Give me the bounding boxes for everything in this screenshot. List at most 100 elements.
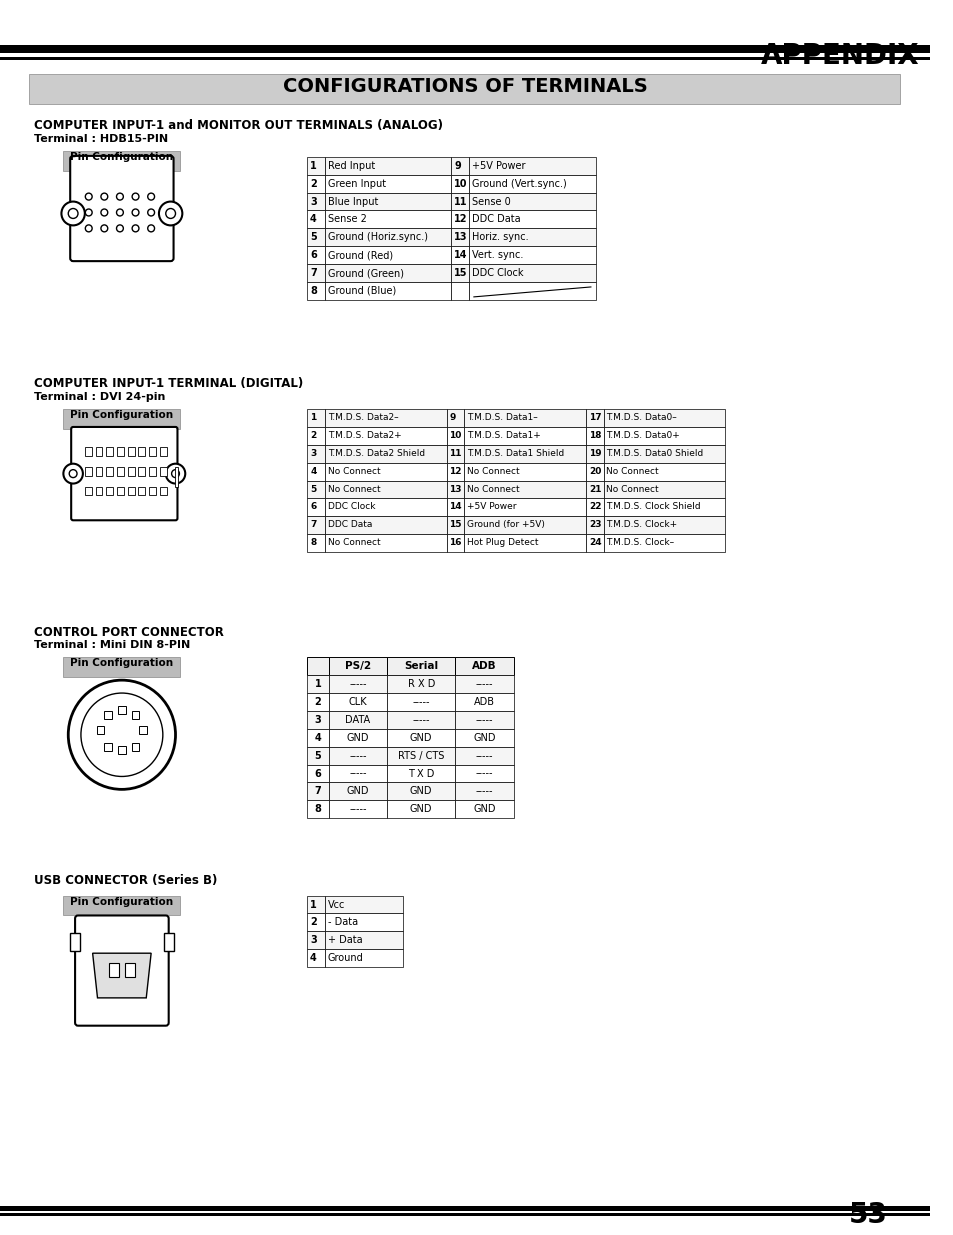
Bar bbox=[125, 963, 134, 977]
Bar bbox=[387, 729, 455, 747]
Text: 18: 18 bbox=[588, 431, 600, 440]
FancyBboxPatch shape bbox=[71, 427, 177, 520]
Bar bbox=[85, 467, 91, 475]
Bar bbox=[104, 711, 112, 719]
Text: T.M.D.S. Clock+: T.M.D.S. Clock+ bbox=[606, 520, 677, 530]
Bar bbox=[324, 499, 446, 516]
Text: 3: 3 bbox=[310, 935, 316, 945]
Text: Ground (Blue): Ground (Blue) bbox=[327, 287, 395, 296]
Bar bbox=[128, 487, 134, 495]
Bar bbox=[328, 783, 387, 800]
Bar bbox=[138, 487, 145, 495]
Bar bbox=[307, 914, 324, 931]
Text: 17: 17 bbox=[588, 412, 601, 422]
Text: -----: ----- bbox=[476, 679, 493, 689]
Text: 9: 9 bbox=[454, 161, 460, 170]
Circle shape bbox=[116, 209, 123, 216]
Bar bbox=[95, 467, 102, 475]
Text: 9: 9 bbox=[449, 412, 456, 422]
Bar bbox=[132, 711, 139, 719]
Text: 13: 13 bbox=[454, 232, 467, 242]
Text: 4: 4 bbox=[310, 215, 316, 225]
Text: 12: 12 bbox=[454, 215, 467, 225]
Text: Pin Configuration: Pin Configuration bbox=[71, 658, 173, 668]
Bar bbox=[585, 409, 603, 427]
Text: 8: 8 bbox=[314, 804, 321, 814]
Text: Ground (Vert.sync.): Ground (Vert.sync.) bbox=[472, 179, 566, 189]
Bar bbox=[469, 282, 596, 300]
Bar bbox=[0, 57, 929, 59]
Bar bbox=[469, 193, 596, 210]
Bar bbox=[324, 445, 446, 463]
Bar bbox=[324, 895, 402, 914]
Bar bbox=[307, 193, 324, 210]
Text: PS/2: PS/2 bbox=[344, 661, 371, 672]
Bar bbox=[446, 535, 464, 552]
Bar bbox=[307, 463, 324, 480]
Bar bbox=[0, 1207, 929, 1212]
Bar bbox=[324, 157, 451, 175]
Bar bbox=[455, 711, 514, 729]
Bar bbox=[132, 742, 139, 751]
Text: COMPUTER INPUT-1 and MONITOR OUT TERMINALS (ANALOG): COMPUTER INPUT-1 and MONITOR OUT TERMINA… bbox=[34, 119, 442, 132]
Bar bbox=[324, 480, 446, 499]
Circle shape bbox=[70, 469, 77, 478]
Bar bbox=[307, 783, 328, 800]
Text: CONTROL PORT CONNECTOR: CONTROL PORT CONNECTOR bbox=[34, 626, 224, 638]
Bar bbox=[63, 151, 180, 170]
Text: T.M.D.S. Data0–: T.M.D.S. Data0– bbox=[606, 412, 677, 422]
Text: T.M.D.S. Data2+: T.M.D.S. Data2+ bbox=[327, 431, 401, 440]
Bar bbox=[307, 264, 324, 282]
Text: Vcc: Vcc bbox=[327, 899, 345, 910]
Bar bbox=[603, 535, 724, 552]
Circle shape bbox=[132, 225, 139, 232]
Bar bbox=[160, 467, 167, 475]
Bar bbox=[464, 499, 585, 516]
Bar bbox=[328, 693, 387, 711]
Bar bbox=[455, 693, 514, 711]
Circle shape bbox=[101, 193, 108, 200]
Bar bbox=[387, 676, 455, 693]
Bar bbox=[149, 487, 156, 495]
Bar bbox=[455, 657, 514, 676]
Text: 12: 12 bbox=[449, 467, 461, 475]
Text: No Connect: No Connect bbox=[606, 484, 659, 494]
Bar bbox=[446, 499, 464, 516]
Text: Horiz. sync.: Horiz. sync. bbox=[472, 232, 528, 242]
Bar bbox=[307, 535, 324, 552]
Bar bbox=[469, 157, 596, 175]
Bar bbox=[464, 427, 585, 445]
Text: 4: 4 bbox=[310, 467, 316, 475]
Text: 7: 7 bbox=[310, 268, 316, 278]
Bar bbox=[585, 427, 603, 445]
Bar bbox=[585, 516, 603, 535]
Bar bbox=[328, 747, 387, 764]
Bar bbox=[469, 246, 596, 264]
Bar bbox=[307, 175, 324, 193]
Circle shape bbox=[148, 225, 154, 232]
Bar bbox=[464, 463, 585, 480]
Bar bbox=[451, 157, 469, 175]
Bar bbox=[307, 445, 324, 463]
Bar bbox=[149, 447, 156, 456]
Bar bbox=[117, 447, 124, 456]
Circle shape bbox=[81, 693, 163, 777]
Circle shape bbox=[69, 209, 78, 219]
Circle shape bbox=[85, 209, 92, 216]
Bar bbox=[464, 535, 585, 552]
Text: GND: GND bbox=[410, 787, 432, 797]
Bar bbox=[307, 729, 328, 747]
Circle shape bbox=[132, 193, 139, 200]
Circle shape bbox=[63, 463, 83, 484]
Text: No Connect: No Connect bbox=[467, 467, 519, 475]
Bar bbox=[603, 516, 724, 535]
Bar bbox=[455, 729, 514, 747]
Text: GND: GND bbox=[410, 804, 432, 814]
Text: Sense 2: Sense 2 bbox=[327, 215, 366, 225]
Bar bbox=[0, 1213, 929, 1216]
Text: 6: 6 bbox=[314, 768, 321, 778]
Bar bbox=[585, 463, 603, 480]
Bar bbox=[387, 693, 455, 711]
Bar bbox=[307, 409, 324, 427]
Bar bbox=[451, 175, 469, 193]
